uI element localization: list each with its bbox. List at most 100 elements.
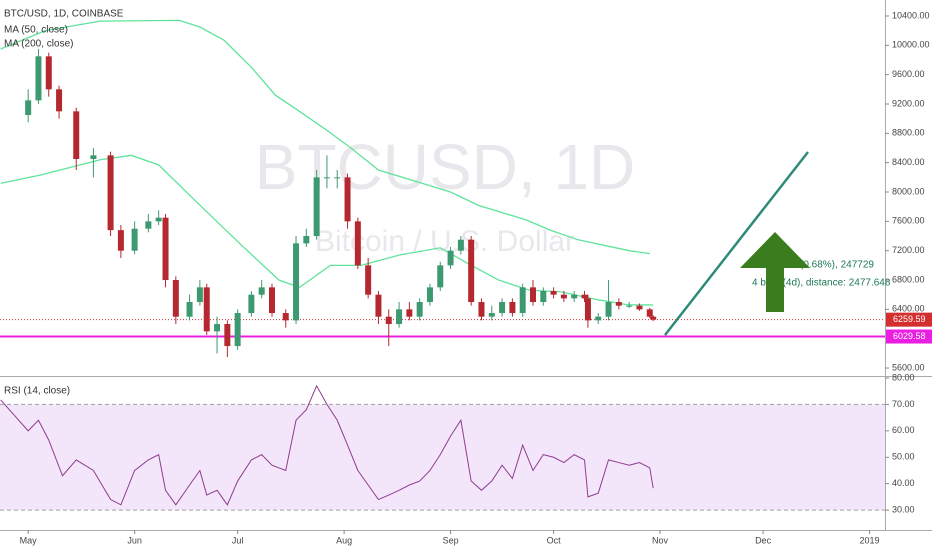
x-tick-label: 2019	[860, 535, 880, 545]
x-tick-label: Nov	[652, 535, 669, 545]
y-tick-label: 9600.00	[892, 69, 925, 79]
up-arrow	[740, 232, 810, 312]
candle-body	[25, 100, 32, 116]
y-tick-label: 80.00	[892, 372, 915, 382]
candle-body	[73, 111, 80, 160]
price-pane	[0, 19, 885, 358]
candle-body	[426, 287, 433, 303]
candle-body	[499, 302, 506, 314]
candle-body	[584, 298, 591, 321]
y-tick-label: 7600.00	[892, 216, 925, 226]
candle-body	[313, 177, 320, 237]
candle-body	[509, 302, 516, 314]
y-tick-label: 70.00	[892, 399, 915, 409]
rsi-pane	[0, 384, 885, 511]
candle-body	[224, 324, 231, 347]
candle-body	[385, 316, 392, 325]
x-tick-label: Dec	[755, 535, 772, 545]
candle-body	[626, 305, 633, 307]
x-tick-label: Sep	[443, 535, 459, 545]
candle-body	[615, 302, 622, 306]
y-tick-label: 5600.00	[892, 362, 925, 372]
candle-body	[303, 236, 310, 244]
candle-body	[519, 287, 526, 314]
candle-body	[56, 89, 63, 112]
candle-body	[334, 177, 341, 179]
candle-body	[636, 305, 643, 310]
candle-body	[646, 309, 653, 317]
price-label-box	[886, 312, 932, 327]
y-tick-label: 7200.00	[892, 245, 925, 255]
price-label-box	[886, 329, 932, 344]
candle-body	[581, 294, 588, 299]
candle-body	[248, 294, 255, 314]
x-tick-label: Jun	[127, 535, 142, 545]
candle-body	[196, 287, 203, 303]
candle-body	[258, 287, 265, 295]
candle-body	[282, 313, 289, 321]
trend-line	[664, 151, 809, 336]
y-tick-label: 8800.00	[892, 128, 925, 138]
x-tick-label: Oct	[547, 535, 562, 545]
candle-body	[478, 302, 485, 317]
annotation: (0.68%), 247729	[800, 260, 874, 271]
candle-body	[457, 239, 464, 251]
candle-body	[203, 287, 210, 332]
watermark: BTCUSD, 1D	[255, 131, 636, 203]
x-tick-label: Aug	[336, 535, 352, 545]
candle-body	[323, 177, 330, 179]
candle-body	[605, 302, 612, 317]
y-tick-label: 6400.00	[892, 304, 925, 314]
legend-entry: MA (200, close)	[4, 39, 73, 50]
y-tick-label: 9200.00	[892, 98, 925, 108]
candle-body	[375, 294, 382, 317]
candle-body	[550, 291, 557, 295]
x-tick-label: May	[20, 535, 38, 545]
candle-body	[344, 177, 351, 222]
watermark-subtitle: Bitcoin / U.S. Dollar	[315, 225, 575, 258]
rsi-title: RSI (14, close)	[4, 386, 70, 397]
candle-body	[447, 250, 454, 266]
candle-body	[214, 324, 221, 332]
legend-entry: MA (50, close)	[4, 25, 68, 36]
candle-body	[529, 287, 536, 303]
y-tick-label: 10400.00	[892, 10, 930, 20]
candle-body	[468, 239, 475, 303]
y-tick-label: 8400.00	[892, 157, 925, 167]
candle-body	[293, 243, 300, 321]
candle-body	[234, 313, 241, 347]
candle-body	[595, 316, 602, 321]
candle-body	[650, 316, 657, 320]
price-label: 6259.59	[893, 314, 926, 324]
candle-body	[406, 309, 413, 317]
candle-body	[172, 280, 179, 317]
y-tick-label: 30.00	[892, 504, 915, 514]
candle-body	[396, 309, 403, 325]
candle-body	[488, 313, 495, 317]
y-tick-label: 6800.00	[892, 274, 925, 284]
annotation: 4 bars (4d), distance: 2477.648	[752, 278, 891, 289]
y-tick-label: 60.00	[892, 425, 915, 435]
candle-body	[90, 155, 97, 160]
candle-body	[35, 56, 42, 101]
x-tick-label: Jul	[232, 535, 244, 545]
candle-body	[186, 302, 193, 317]
candle-body	[560, 294, 567, 299]
moving-average	[0, 19, 650, 255]
candle-body	[131, 228, 138, 251]
y-tick-label: 50.00	[892, 452, 915, 462]
candle-body	[268, 287, 275, 314]
rsi-band	[0, 404, 885, 511]
candle-body	[117, 230, 124, 251]
candle-body	[354, 221, 361, 266]
candle-body	[145, 221, 152, 229]
candle-body	[437, 265, 444, 288]
candle-body	[155, 217, 162, 222]
candle-body	[416, 302, 423, 317]
y-tick-label: 10000.00	[892, 40, 930, 50]
candle-body	[162, 217, 169, 281]
y-tick-label: 8000.00	[892, 186, 925, 196]
price-label: 6029.58	[893, 331, 926, 341]
candle-body	[571, 294, 578, 299]
